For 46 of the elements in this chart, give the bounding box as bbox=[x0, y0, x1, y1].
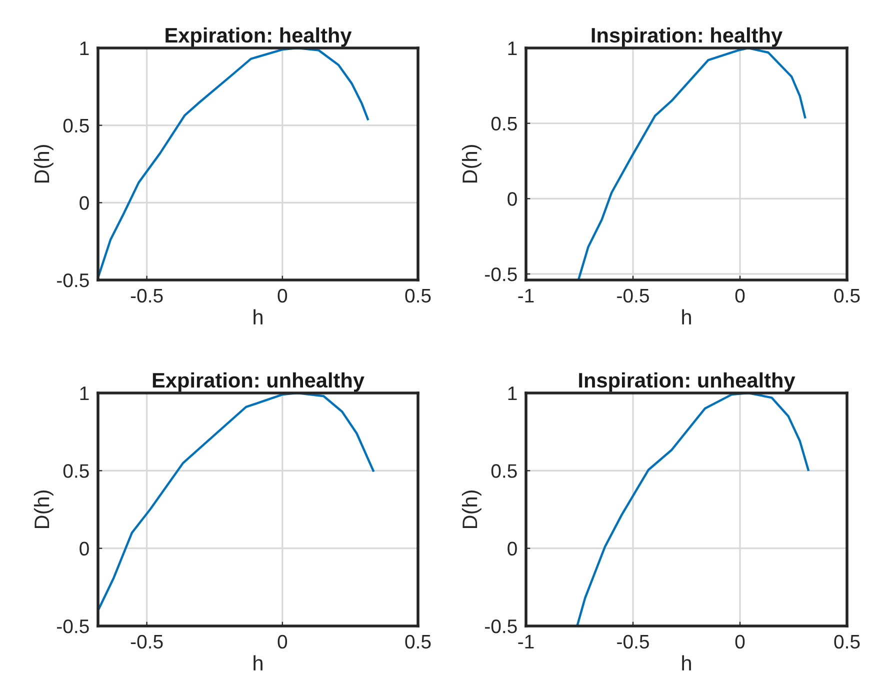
x-tick-label: 0 bbox=[278, 288, 288, 303]
x-tick-label: 0.5 bbox=[405, 634, 431, 649]
y-tick-label: -0.5 bbox=[485, 267, 517, 282]
x-tick-label: -1 bbox=[518, 289, 534, 302]
y-axis-title: D(h) bbox=[462, 145, 482, 183]
y-tick-label: 1 bbox=[80, 42, 89, 56]
y-axis-title: D(h) bbox=[34, 145, 54, 183]
y-tick-label: 0.5 bbox=[491, 464, 517, 478]
x-tick-label: -0.5 bbox=[130, 634, 163, 649]
y-tick-label: 0.5 bbox=[63, 464, 89, 478]
chart-title: Expiration: healthy bbox=[166, 27, 352, 47]
line-series bbox=[577, 48, 806, 280]
y-tick-label: 0.5 bbox=[491, 116, 517, 131]
x-axis-title: h bbox=[682, 309, 691, 324]
line-series bbox=[576, 393, 810, 626]
chart-title: Expiration: unhealthy bbox=[152, 372, 364, 392]
x-tick-label: -0.5 bbox=[617, 288, 649, 303]
x-axis-title: h bbox=[254, 655, 262, 670]
chart-title: Inspiration: unhealthy bbox=[579, 372, 796, 392]
y-tick-label: 0 bbox=[80, 196, 89, 210]
y-tick-label: 1 bbox=[80, 386, 89, 400]
x-tick-label: 0.5 bbox=[405, 288, 431, 303]
y-tick-label: -0.5 bbox=[485, 619, 517, 634]
y-tick-label: 1 bbox=[508, 42, 517, 56]
y-axis-title: D(h) bbox=[462, 490, 482, 528]
x-tick-label: 0 bbox=[735, 634, 745, 649]
x-tick-label: 0 bbox=[735, 288, 745, 303]
x-tick-label: 0.5 bbox=[834, 634, 860, 649]
x-tick-label: -0.5 bbox=[617, 634, 649, 649]
x-tick-label: 0 bbox=[278, 634, 288, 649]
y-tick-label: -0.5 bbox=[57, 619, 89, 634]
y-tick-label: 0 bbox=[508, 192, 517, 206]
x-axis-title: h bbox=[254, 309, 262, 324]
line-series bbox=[98, 48, 369, 276]
x-axis-title: h bbox=[682, 655, 691, 670]
line-series bbox=[98, 393, 374, 610]
y-tick-label: 0 bbox=[80, 542, 89, 556]
y-tick-label: 0 bbox=[508, 542, 517, 556]
y-tick-label: -0.5 bbox=[57, 273, 89, 288]
y-tick-label: 1 bbox=[508, 386, 517, 400]
x-tick-label: -1 bbox=[518, 635, 534, 648]
chart-title: Inspiration: healthy bbox=[592, 27, 782, 47]
y-axis-title: D(h) bbox=[34, 490, 54, 528]
x-tick-label: 0.5 bbox=[834, 288, 860, 303]
x-tick-label: -0.5 bbox=[130, 288, 163, 303]
y-tick-label: 0.5 bbox=[63, 118, 89, 133]
